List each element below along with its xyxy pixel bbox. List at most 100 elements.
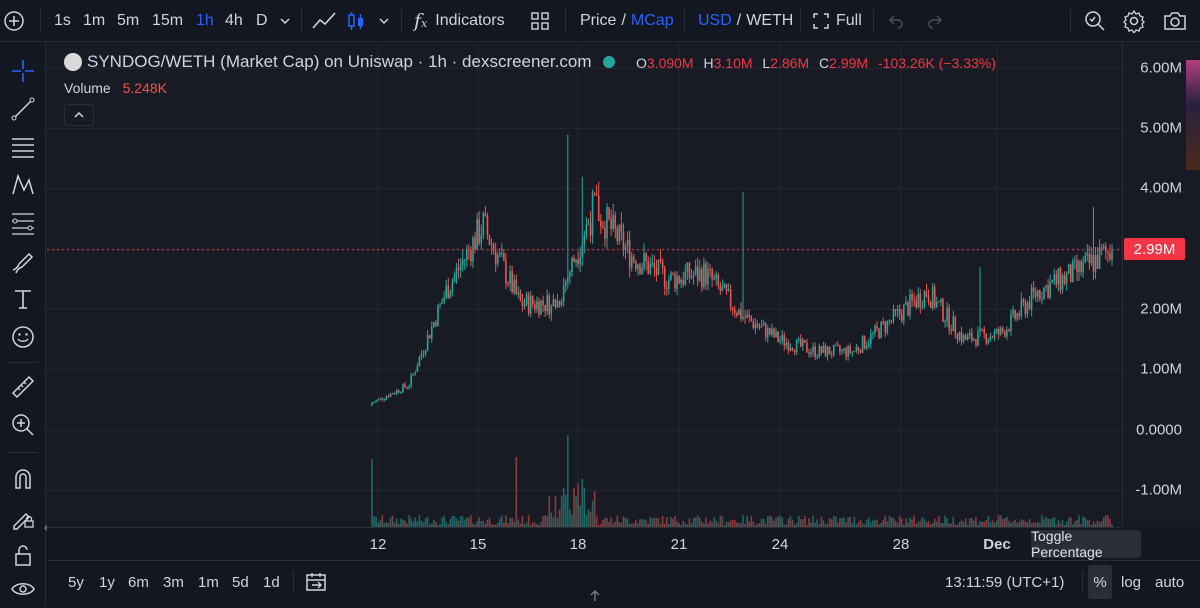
gear-icon[interactable] xyxy=(1122,0,1146,42)
clock-time[interactable]: 13:11:59 (UTC+1) xyxy=(945,573,1065,591)
interval-5m[interactable]: 5m xyxy=(117,12,140,29)
volume-bar xyxy=(389,517,392,527)
interval-1m[interactable]: 1m xyxy=(83,12,106,29)
volume-bar xyxy=(962,521,965,527)
emoji-icon[interactable] xyxy=(6,320,40,354)
add-symbol-icon[interactable] xyxy=(2,0,26,42)
volume-bar xyxy=(494,524,497,527)
range-1y[interactable]: 1y xyxy=(99,573,115,591)
redo-icon[interactable] xyxy=(926,0,944,42)
volume-bar xyxy=(637,523,639,527)
volume-bar xyxy=(577,483,579,527)
candle-body xyxy=(408,386,410,388)
candle-body xyxy=(818,346,821,357)
range-3m[interactable]: 3m xyxy=(163,573,184,591)
volume-bar xyxy=(993,522,996,527)
currency-toggle[interactable]: USD / WETH xyxy=(698,0,793,42)
price-mcap-toggle[interactable]: Price / MCap xyxy=(580,0,674,42)
range-1d[interactable]: 1d xyxy=(263,573,280,591)
candle-body xyxy=(1028,302,1031,310)
lock-icon[interactable] xyxy=(6,538,40,572)
volume-bar xyxy=(688,518,691,527)
log-toggle[interactable]: log xyxy=(1121,573,1142,591)
fib-retracement-icon[interactable] xyxy=(6,206,40,240)
candle-body xyxy=(670,272,672,280)
candle-body xyxy=(909,294,911,316)
quick-search-icon[interactable] xyxy=(1083,0,1107,42)
candle-body xyxy=(463,259,466,261)
date-range-icon[interactable] xyxy=(305,561,327,603)
brush-icon[interactable] xyxy=(6,244,40,278)
magnet-icon[interactable] xyxy=(6,462,40,496)
range-5y[interactable]: 5y xyxy=(68,573,84,591)
volume-bar xyxy=(1074,521,1076,527)
interval-4h[interactable]: 4h xyxy=(225,12,243,29)
volume-bar xyxy=(1057,519,1060,527)
collapse-legend-button[interactable] xyxy=(64,104,94,126)
candle-body xyxy=(999,328,1002,335)
volume-bar xyxy=(692,517,695,527)
volume-bar xyxy=(874,519,876,527)
volume-bar xyxy=(791,519,794,527)
volume-bar xyxy=(426,516,429,527)
candle-body xyxy=(795,339,798,353)
pattern-icon[interactable] xyxy=(6,168,40,202)
candle-body xyxy=(923,291,926,307)
volume-bar xyxy=(771,517,773,527)
trend-line-icon[interactable] xyxy=(6,92,40,126)
drag-handle-icon[interactable] xyxy=(588,589,602,608)
volume-bar xyxy=(371,459,373,527)
camera-icon[interactable] xyxy=(1162,0,1188,42)
range-1m[interactable]: 1m xyxy=(198,573,219,591)
candle-body xyxy=(1063,275,1066,284)
crosshair-icon[interactable] xyxy=(6,54,40,88)
candle-body xyxy=(630,256,633,268)
candle-body xyxy=(482,213,485,236)
line-chart-icon[interactable] xyxy=(311,0,337,42)
candles-icon[interactable] xyxy=(345,0,367,42)
volume-bar xyxy=(853,516,856,527)
candle-body xyxy=(1034,291,1037,297)
candle-body xyxy=(645,253,647,262)
chevron-down-icon[interactable] xyxy=(278,0,292,42)
lock-drawing-icon[interactable] xyxy=(6,500,40,534)
candle-body xyxy=(1078,261,1080,273)
chart-pane[interactable] xyxy=(47,43,1122,527)
interval-d[interactable]: D xyxy=(256,12,268,29)
candle-body xyxy=(1014,310,1016,320)
undo-icon[interactable] xyxy=(887,0,905,42)
chart-type-chevron-icon[interactable] xyxy=(377,0,391,42)
candle-body xyxy=(457,267,460,270)
candle-body xyxy=(577,259,579,265)
candle-body xyxy=(1088,253,1091,264)
range-5d[interactable]: 5d xyxy=(232,573,249,591)
interval-1s[interactable]: 1s xyxy=(54,12,71,29)
candle-body xyxy=(540,300,542,315)
x-tick-label: 12 xyxy=(369,536,387,553)
auto-toggle[interactable]: auto xyxy=(1155,573,1185,591)
interval-1h[interactable]: 1h xyxy=(196,12,214,29)
candle-body xyxy=(740,309,742,320)
candle-body xyxy=(707,269,709,285)
zoom-in-icon[interactable] xyxy=(6,408,40,442)
time-axis[interactable]: 12 15 18 21 24 28 Dec xyxy=(47,527,1122,559)
candle-body xyxy=(628,239,631,268)
eye-icon[interactable] xyxy=(6,572,40,606)
volume-bar xyxy=(620,522,623,527)
price-chart[interactable] xyxy=(47,43,1122,527)
fullscreen-button[interactable]: Full xyxy=(812,0,862,42)
volume-bar xyxy=(977,524,979,527)
interval-15m[interactable]: 15m xyxy=(152,12,184,29)
indicators-button[interactable]: fx Indicators xyxy=(414,0,505,42)
candle-body xyxy=(437,305,439,326)
range-6m[interactable]: 6m xyxy=(128,573,149,591)
candle-body xyxy=(832,345,835,355)
text-tool-icon[interactable] xyxy=(6,282,40,316)
percent-toggle[interactable]: % xyxy=(1088,565,1112,599)
candle-body xyxy=(843,348,845,350)
volume-bar xyxy=(696,515,699,527)
ruler-icon[interactable] xyxy=(6,370,40,404)
volume-bar xyxy=(486,519,489,527)
horizontal-lines-icon[interactable] xyxy=(6,130,40,164)
layout-grid-icon[interactable] xyxy=(529,0,551,42)
